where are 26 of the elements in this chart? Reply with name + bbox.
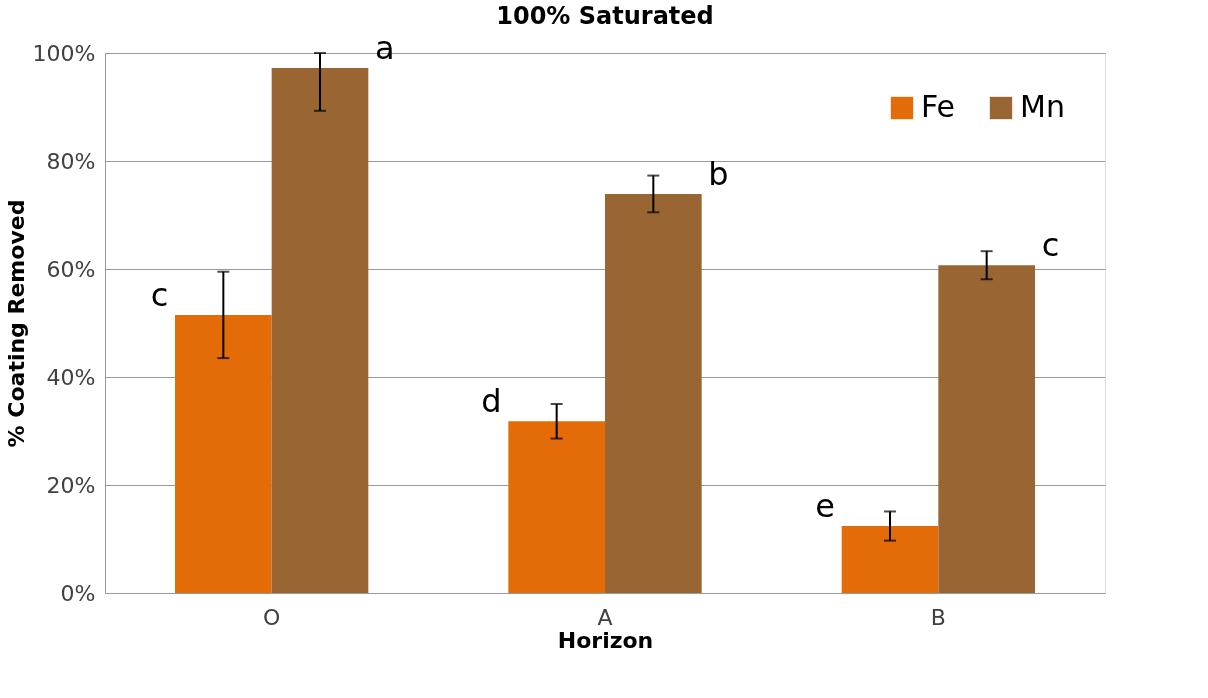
annotation: c — [150, 275, 169, 314]
y-tick-label: 40% — [46, 364, 96, 390]
bar — [841, 526, 939, 593]
y-axis-title: % Coating Removed — [3, 199, 29, 448]
bar — [605, 193, 702, 593]
annotation: b — [708, 154, 729, 193]
bar — [271, 68, 369, 593]
y-tick-label: 60% — [46, 256, 96, 282]
x-tick-label: O — [263, 604, 281, 630]
x-tick-label: B — [930, 604, 946, 630]
annotation: a — [375, 29, 395, 68]
annotation: d — [481, 382, 502, 421]
chart-title: 100% Saturated — [496, 2, 714, 31]
y-tick-label: 20% — [46, 472, 96, 498]
x-tick-label: A — [597, 604, 613, 630]
legend-label: Fe — [921, 89, 956, 124]
x-axis-title: Horizon — [557, 627, 654, 653]
y-tick-label: 80% — [46, 148, 96, 174]
bar — [508, 421, 605, 593]
bar — [938, 265, 1035, 593]
y-tick-label: 0% — [60, 580, 96, 606]
bar — [175, 314, 272, 593]
annotation: c — [1041, 226, 1060, 265]
y-tick-label: 100% — [32, 40, 96, 66]
legend-label: Mn — [1020, 89, 1065, 124]
annotation: e — [815, 487, 835, 526]
